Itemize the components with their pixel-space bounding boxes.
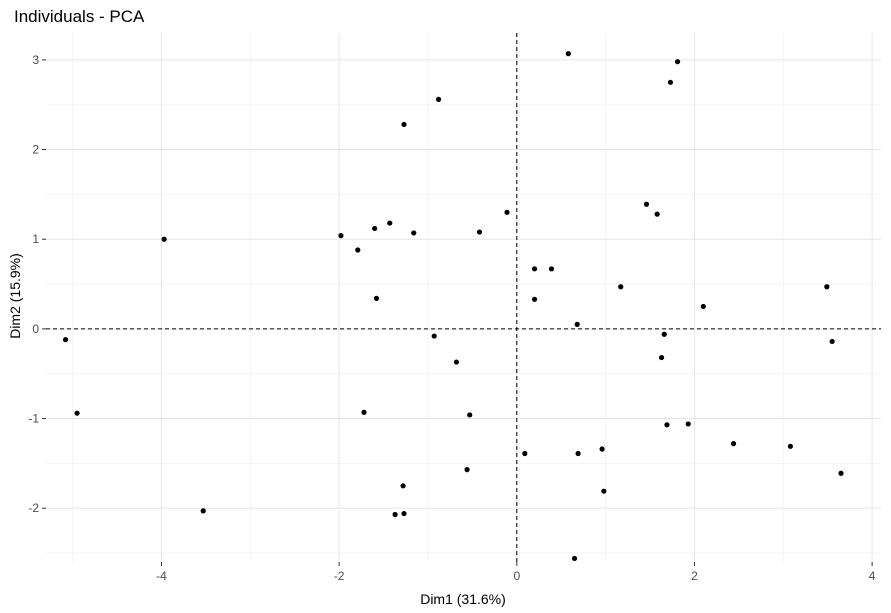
data-point [401,121,407,128]
y-tick-label: 3 [32,53,39,67]
data-point [400,483,406,489]
data-point [387,220,393,226]
data-point [601,488,607,494]
data-point [338,233,344,239]
data-point [658,354,665,361]
data-point [453,359,459,365]
data-point [664,422,670,428]
data-point [838,470,844,476]
data-point [476,229,483,235]
data-point [411,230,417,236]
data-point [599,446,605,452]
data-point [74,410,80,416]
data-point [730,441,737,447]
data-point [571,555,578,562]
grid [46,33,881,562]
data-point [824,284,830,290]
y-tick-label: -2 [28,501,39,515]
data-point [565,51,571,57]
data-point [431,333,437,339]
chart-title: Individuals - PCA [14,7,145,26]
axis-ticks: -4 -2 0 2 4 -2 -1 0 1 2 3 [28,53,875,583]
data-point [531,296,538,302]
data-point [575,450,581,457]
y-tick-label: 2 [32,143,39,157]
data-point [467,412,473,418]
data-point [829,338,835,345]
data-point [464,467,470,473]
data-point [355,247,361,253]
data-point [373,295,380,301]
data-point [62,337,69,343]
x-tick-label: 0 [513,569,520,583]
data-point [654,211,660,217]
data-point [401,510,407,517]
data-point [667,79,674,85]
data-point [361,409,367,415]
data-point [200,508,206,514]
data-point [531,266,538,272]
data-point [436,96,442,102]
data-point [392,511,398,518]
data-point [674,59,681,65]
data-point [700,303,706,310]
data-point [548,266,555,272]
data-points [62,51,844,562]
y-tick-label: 1 [32,232,39,246]
data-point [574,321,580,327]
data-point [522,450,528,457]
data-point [685,421,691,427]
y-axis-label: Dim2 (15.9%) [7,253,23,339]
data-point [504,209,510,215]
data-point [161,236,167,242]
reference-lines [46,33,881,562]
x-axis-label: Dim1 (31.6%) [420,591,506,607]
x-tick-label: 2 [691,569,698,583]
y-tick-label: -1 [28,412,39,426]
data-point [643,201,650,207]
data-point [372,225,378,232]
data-point [618,284,624,290]
y-tick-label: 0 [32,322,39,336]
data-point [787,443,793,449]
data-point [661,331,667,337]
x-tick-label: 4 [869,569,876,583]
x-tick-label: -4 [156,569,167,583]
x-tick-label: -2 [334,569,345,583]
